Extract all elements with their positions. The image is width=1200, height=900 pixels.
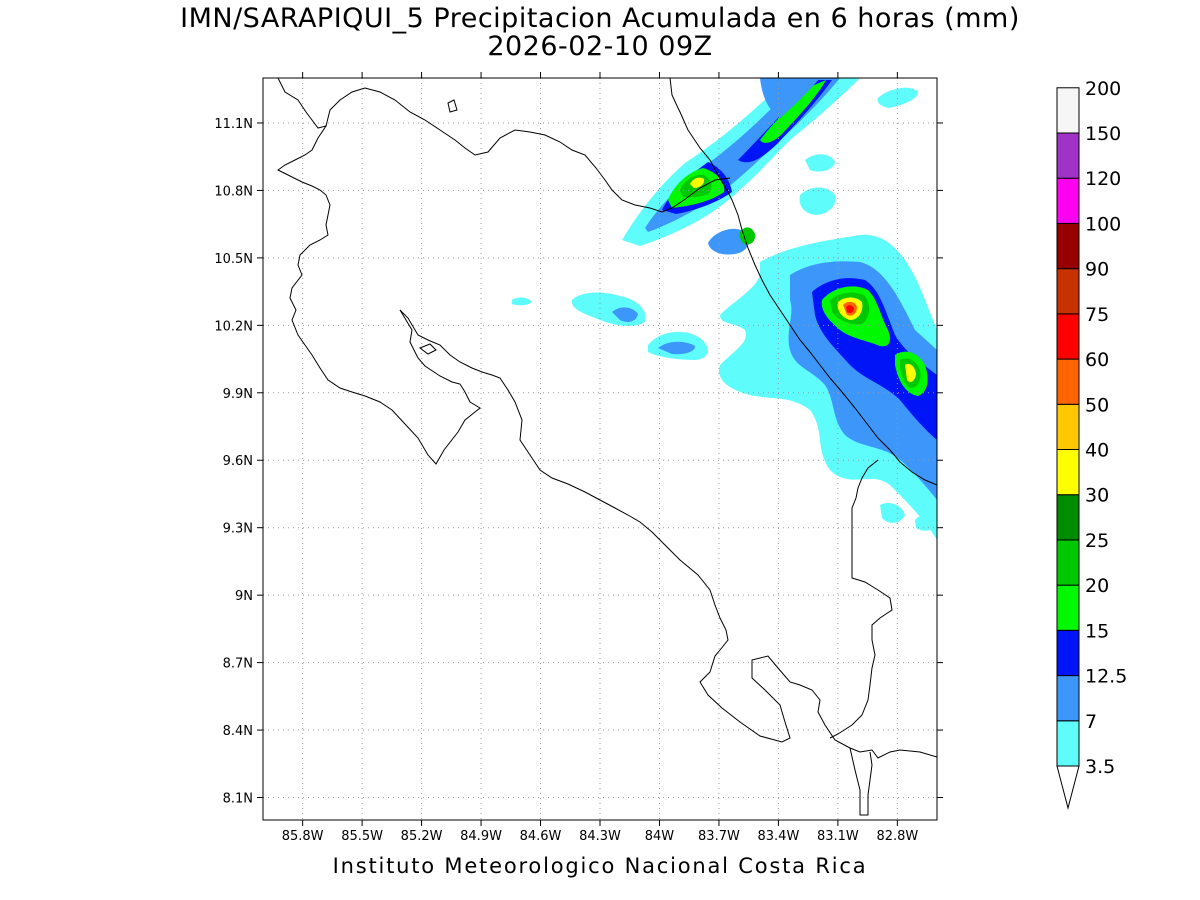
precip-patch-3.5mm [880,503,905,523]
colorbar-swatch [1056,720,1080,767]
colorbar-label: 12.5 [1085,666,1127,688]
lake-outline [447,99,458,113]
lat-tick-label: 9.9N [223,387,253,402]
lat-tick-label: 8.1N [223,792,253,807]
colorbar-swatch [1056,449,1080,496]
precip-band-60mm [846,305,854,313]
colorbar-arrow-bottom [1056,765,1080,810]
nicoya-lake-outline [418,343,437,355]
lon-tick-label: 83.7W [698,829,740,844]
lat-tick-label: 8.4N [223,724,253,739]
north-border [325,87,731,213]
colorbar-label: 100 [1085,213,1121,235]
colorbar-label: 120 [1085,168,1121,190]
lon-tick-label: 84W [645,829,675,844]
lat-tick-label: 10.5N [214,252,253,267]
precip-patch-7mm [612,307,638,322]
pacific-coast-north [277,78,481,465]
chart-subtitle: 2026-02-10 09Z [487,31,713,62]
lat-tick-label: 8.7N [223,657,253,672]
chart-title: IMN/SARAPIQUI_5 Precipitacion Acumulada … [180,3,1020,34]
lake-nicaragua-rain [760,78,820,118]
colorbar-label: 30 [1085,485,1109,507]
precip-cell-15mm [739,227,756,245]
colorbar-label: 7 [1085,711,1097,733]
colorbar-swatch [1056,268,1080,315]
burica-peninsula [849,747,873,816]
precip-cell-3.5mm [805,154,835,172]
colorbar-label: 3.5 [1085,756,1115,778]
lat-tick-label: 10.8N [214,184,253,199]
colorbar-swatch [1056,675,1080,722]
axes: 85.8W 85.5W 85.2W 84.9W 84.6W 84.3W 84W 83.7W 83… [214,72,943,844]
colorbar-swatch [1056,132,1080,179]
lon-tick-label: 84.9W [460,829,502,844]
colorbar-label: 75 [1085,304,1109,326]
lon-tick-label: 82.8W [876,829,918,844]
colorbar-label: 200 [1085,78,1121,100]
colorbar-swatch [1056,358,1080,405]
footer-credit: Instituto Meteorologico Nacional Costa R… [332,854,868,878]
lat-tick-label: 10.2N [214,319,253,334]
lat-tick-label: 9N [235,589,253,604]
colorbar: 3.5 7 12.5 15 20 25 30 40 50 60 75 90 100 120 150 200 [1056,78,1127,810]
precip-cell-7mm [708,228,749,255]
precip-patch-3.5mm [915,515,935,531]
lon-tick-label: 83.4W [758,829,800,844]
caribbean-coast [669,78,937,486]
lat-tick-label: 9.6N [223,454,253,469]
colorbar-label: 15 [1085,620,1109,642]
lon-tick-label: 84.6W [520,829,562,844]
colorbar-label: 20 [1085,575,1109,597]
colorbar-label: 25 [1085,530,1109,552]
colorbar-swatch [1056,87,1080,134]
colorbar-swatch [1056,177,1080,224]
lat-tick-label: 9.3N [223,522,253,537]
colorbar-label: 60 [1085,349,1109,371]
coastlines [277,78,937,816]
colorbar-swatch [1056,584,1080,631]
gulf-of-nicoya-coast [399,309,937,759]
colorbar-swatch [1056,539,1080,586]
colorbar-swatch [1056,494,1080,541]
lon-tick-label: 83.1W [817,829,859,844]
precip-band-30mm [690,177,705,188]
precip-patch-3.5mm [571,292,646,327]
lat-tick-label: 11.1N [214,117,253,132]
precip-cell-3.5mm [877,87,918,108]
lon-tick-label: 84.3W [579,829,621,844]
lon-tick-label: 85.8W [282,829,324,844]
precip-cell-3.5mm [799,187,836,215]
colorbar-swatch [1056,222,1080,270]
colorbar-swatch [1056,629,1080,677]
colorbar-label: 50 [1085,394,1109,416]
lon-tick-label: 85.2W [401,829,443,844]
colorbar-label: 90 [1085,259,1109,281]
colorbar-swatch [1056,403,1080,450]
precipitation-field [512,78,937,540]
precip-patch-3.5mm [512,297,532,306]
precip-patch-7mm [658,341,695,355]
map-grid [263,78,937,820]
panama-border [829,459,893,739]
colorbar-label: 150 [1085,123,1121,145]
colorbar-swatch [1056,313,1080,360]
lon-tick-label: 85.5W [341,829,383,844]
colorbar-label: 40 [1085,440,1109,462]
